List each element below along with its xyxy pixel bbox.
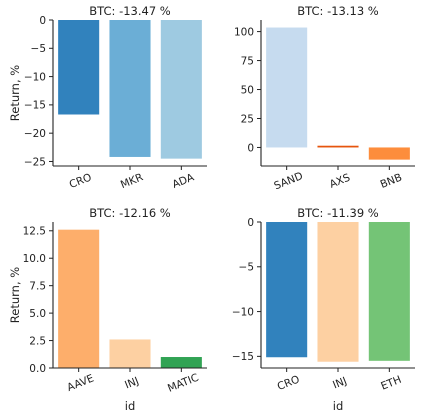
y-tick-label: −5 [239, 262, 254, 274]
subplot-title: BTC: -13.47 % [89, 4, 171, 18]
bar-axs [317, 145, 359, 148]
y-tick-label: 0 [247, 142, 254, 154]
subplot-title: BTC: -13.13 % [297, 4, 379, 18]
bar-bnb [368, 147, 410, 160]
y-tick-label: −5 [31, 43, 46, 55]
x-axis-label: id [333, 399, 344, 413]
y-tick-label: 0.0 [29, 363, 46, 375]
y-tick-label: 75 [241, 55, 254, 67]
y-tick-label: −10 [24, 71, 46, 83]
bar-mkr [109, 20, 151, 157]
y-tick-label: 25 [241, 113, 254, 125]
y-axis-label: Return, % [8, 267, 22, 323]
y-tick-label: 5.0 [29, 308, 46, 320]
bar-matic [160, 357, 202, 368]
y-tick-label: −15 [232, 351, 254, 363]
x-axis-label: id [125, 399, 136, 413]
bar-cro [266, 222, 308, 358]
bar-aave [58, 229, 100, 368]
y-axis-label: Return, % [8, 65, 22, 121]
y-tick-label: 10.0 [23, 253, 46, 265]
bar-ada [160, 20, 202, 159]
y-tick-label: 50 [241, 84, 254, 96]
subplot-title: BTC: -12.16 % [89, 206, 171, 220]
bar-eth [368, 222, 410, 361]
y-tick-label: −25 [24, 156, 46, 168]
y-tick-label: 0 [247, 217, 254, 229]
y-tick-label: 7.5 [29, 280, 46, 292]
y-tick-label: −20 [24, 128, 46, 140]
bar-cro [58, 20, 100, 115]
y-tick-label: 100 [234, 26, 254, 38]
x-tick-label: INJ [123, 375, 141, 391]
y-tick-label: −15 [24, 100, 46, 112]
y-tick-label: 12.5 [23, 226, 46, 238]
x-tick-label: INJ [331, 375, 349, 391]
bar-inj [109, 339, 151, 368]
y-tick-label: 0 [39, 15, 46, 27]
bar-sand [266, 27, 308, 148]
bar-inj [317, 222, 359, 362]
subplot-title: BTC: -11.39 % [297, 206, 379, 220]
y-tick-label: −10 [232, 306, 254, 318]
y-tick-label: 2.5 [29, 335, 46, 347]
